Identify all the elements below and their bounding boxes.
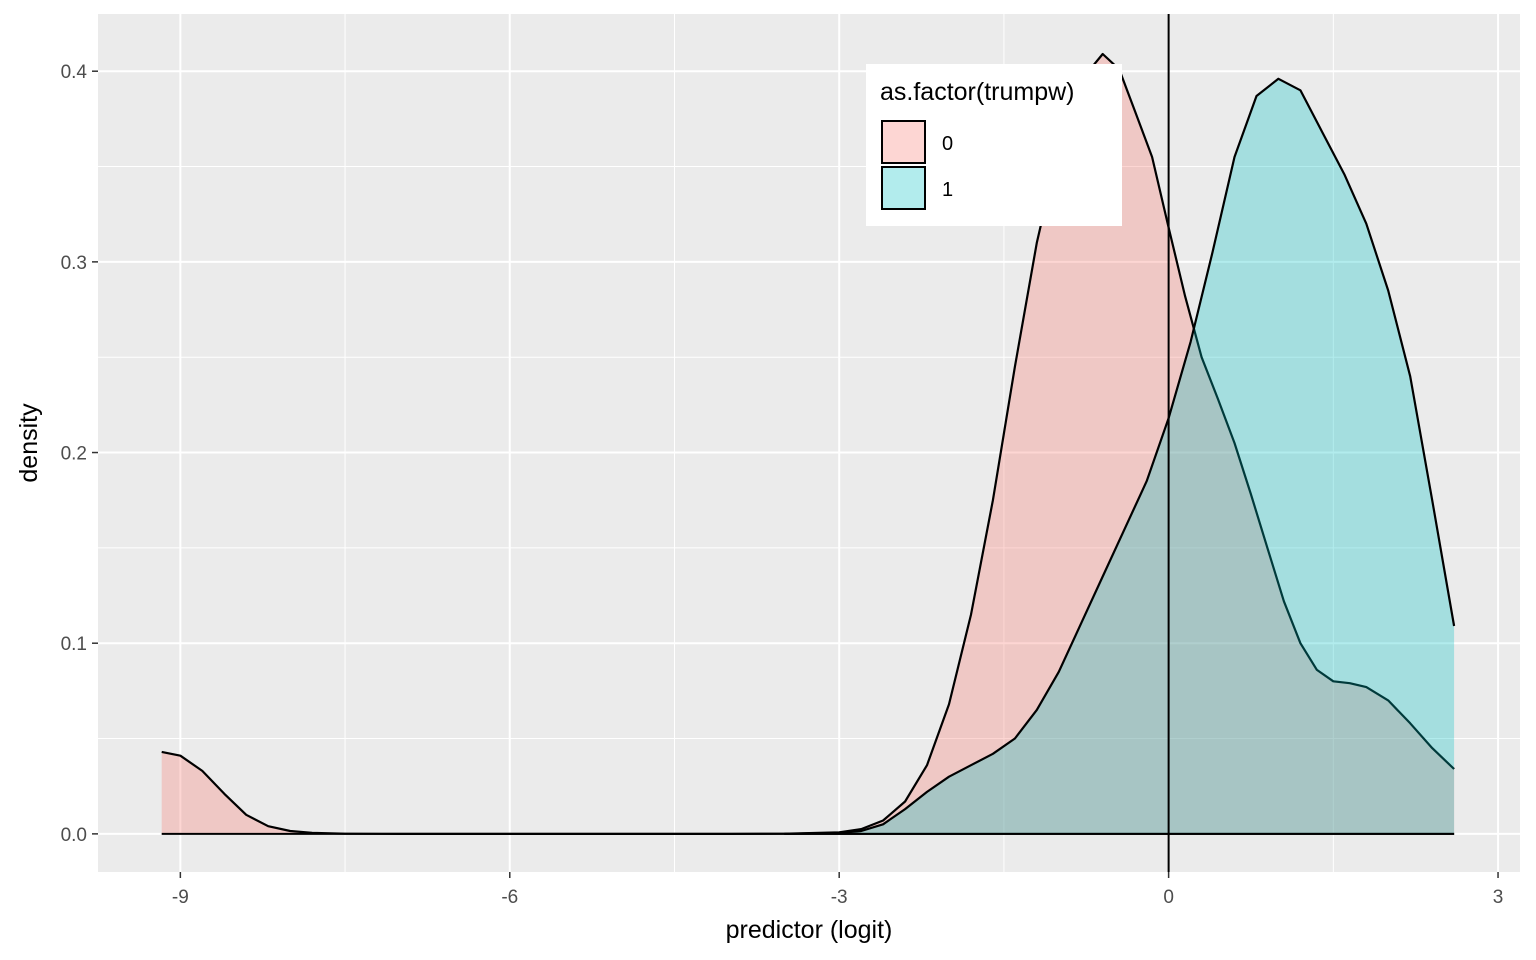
legend-label-1: 1 bbox=[942, 179, 953, 201]
legend-key-1 bbox=[881, 166, 926, 210]
y-tick-label: 0.4 bbox=[61, 62, 88, 83]
x-tick-label: 0 bbox=[1163, 887, 1174, 908]
x-axis-title: predictor (logit) bbox=[726, 916, 893, 944]
density-areas bbox=[161, 52, 1456, 835]
y-tick-label: 0.3 bbox=[61, 253, 87, 274]
legend-background bbox=[866, 64, 1122, 226]
axis-ticks: -9 -6 -3 0 3 0.0 0.1 0.2 0.3 0.4 bbox=[61, 62, 1504, 908]
x-tick-label: -6 bbox=[501, 887, 518, 908]
x-tick-label: 3 bbox=[1493, 887, 1504, 908]
y-tick-label: 0.2 bbox=[61, 444, 87, 465]
density-area-0 bbox=[161, 54, 1455, 834]
legend-label-0: 0 bbox=[942, 133, 953, 155]
y-axis-title: density bbox=[15, 403, 43, 483]
x-tick-label: -9 bbox=[172, 887, 189, 908]
plot-panel bbox=[98, 14, 1520, 872]
legend-title: as.factor(trumpw) bbox=[880, 78, 1074, 106]
y-tick-label: 0.1 bbox=[61, 634, 87, 655]
legend: as.factor(trumpw) 0 1 bbox=[866, 64, 1122, 226]
density-area-1 bbox=[784, 78, 1455, 834]
legend-key-0 bbox=[881, 120, 926, 164]
y-tick-label: 0.0 bbox=[61, 825, 87, 846]
density-line-1 bbox=[784, 77, 1456, 835]
x-tick-label: -3 bbox=[831, 887, 848, 908]
